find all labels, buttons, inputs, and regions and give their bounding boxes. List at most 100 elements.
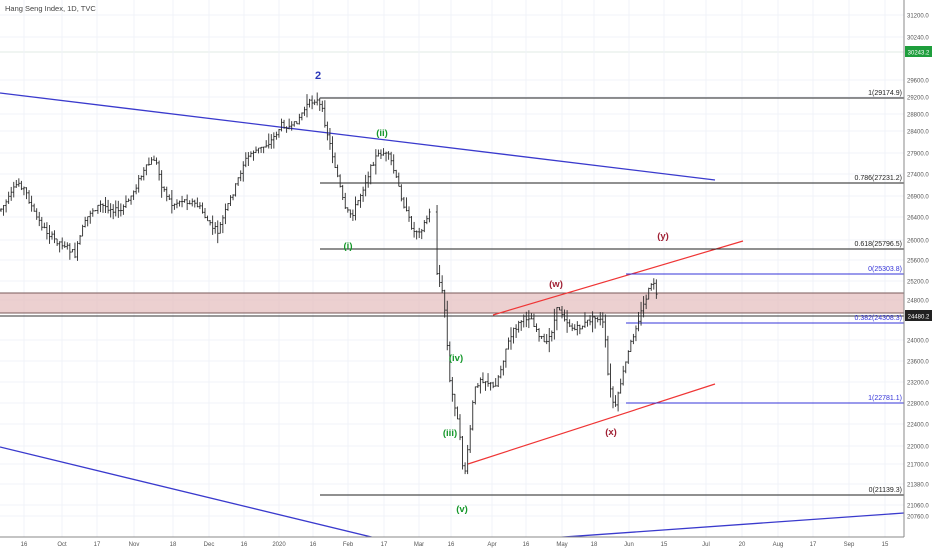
price-tick-label: 28400.0 <box>907 130 929 136</box>
ohlc-bar <box>203 208 207 219</box>
price-tag-last-text: 24480.2 <box>908 315 930 321</box>
ohlc-bar <box>389 151 393 166</box>
ohlc-bar <box>17 178 21 187</box>
ohlc-bar <box>520 320 523 331</box>
ohlc-bar <box>81 224 84 237</box>
ohlc-bar <box>359 193 362 208</box>
ohlc-bar <box>627 350 630 364</box>
ohlc-bar <box>571 323 574 332</box>
ohlc-bar <box>601 312 604 328</box>
ohlc-bar <box>593 316 597 329</box>
ohlc-bar <box>25 187 28 200</box>
ohlc-bar <box>619 378 622 394</box>
ohlc-bar <box>632 333 635 345</box>
ohlc-bar <box>316 92 319 106</box>
ohlc-bar <box>101 203 105 213</box>
ohlc-bar <box>535 323 538 333</box>
ohlc-bar <box>499 365 502 379</box>
fib-label-1: 1(29174.9) <box>868 90 902 97</box>
price-tick-label: 26900.0 <box>907 195 929 201</box>
rising-wedge-lower <box>467 383 716 465</box>
ohlc-bar <box>644 294 648 310</box>
ohlc-bar <box>234 183 237 197</box>
fib-label-blue-1: 1(22781.1) <box>868 395 902 402</box>
ohlc-bar <box>201 202 204 214</box>
ohlc-bar <box>61 237 64 250</box>
time-tick-label: 2020 <box>272 542 286 548</box>
ohlc-bar <box>68 243 72 260</box>
time-axis[interactable] <box>0 537 932 550</box>
ohlc-bar <box>83 216 87 228</box>
ohlc-bar <box>308 98 311 108</box>
price-tick-label: 27900.0 <box>907 152 929 158</box>
time-tick-label: 17 <box>94 542 101 548</box>
ohlc-bar <box>252 150 255 161</box>
ohlc-bar <box>180 195 184 208</box>
price-axis[interactable] <box>904 0 932 550</box>
ohlc-bar <box>443 289 446 318</box>
ohlc-bar <box>211 215 214 235</box>
ohlc-bar <box>73 242 77 259</box>
ohlc-bar <box>596 316 599 323</box>
ohlc-bar <box>532 313 536 328</box>
time-tick-label: 16 <box>310 542 317 548</box>
ohlc-bar <box>109 203 112 218</box>
ohlc-bar <box>384 151 388 162</box>
price-tick-label: 24800.0 <box>907 299 929 305</box>
ohlc-bar <box>221 215 225 234</box>
ohlc-bar <box>249 151 253 158</box>
ohlc-bar <box>489 382 492 391</box>
time-tick-label: Oct <box>57 542 67 548</box>
time-tick-label: 16 <box>21 542 28 548</box>
wave-label-y: (y) <box>657 231 669 242</box>
ohlc-bar <box>193 199 196 208</box>
ohlc-bar <box>89 210 92 224</box>
ohlc-bar <box>188 200 191 205</box>
time-tick-label: Jul <box>702 542 710 548</box>
resistance-zone <box>0 293 904 313</box>
ohlc-bar <box>4 199 8 213</box>
ohlc-bar <box>466 444 469 475</box>
ohlc-bar <box>650 283 653 291</box>
wave-label-i: (i) <box>344 241 353 252</box>
ohlc-bar <box>58 241 61 253</box>
ohlc-bar <box>397 172 400 187</box>
time-tick-label: 16 <box>241 542 248 548</box>
ohlc-bar <box>236 177 240 186</box>
ohlc-bar <box>270 134 273 149</box>
ohlc-bar <box>208 219 212 226</box>
price-tick-label: 26400.0 <box>907 216 929 222</box>
ohlc-bar <box>412 221 416 238</box>
ohlc-bar <box>341 184 344 201</box>
time-axis-ticks: 16 Oct 17 Nov 18 Dec 16 2020 16 Feb 17 Mar 16 Apr 16 Ma… <box>21 542 889 548</box>
time-tick-label: 17 <box>810 542 817 548</box>
ohlc-bar <box>542 333 546 343</box>
ohlc-bar <box>229 195 232 206</box>
ohlc-bar <box>629 339 633 352</box>
ohlc-bar <box>333 152 337 169</box>
ohlc-bar <box>548 328 551 353</box>
ohlc-bar <box>642 296 645 318</box>
ohlc-bar <box>198 202 202 210</box>
ohlc-bar <box>313 99 316 106</box>
ohlc-bar <box>293 121 296 127</box>
ohlc-bar <box>451 376 454 402</box>
ohlc-bar <box>484 381 487 391</box>
ohlc-bar <box>402 196 406 209</box>
price-tick-label: 22400.0 <box>907 423 929 429</box>
ohlc-bar <box>512 327 515 344</box>
time-tick-label: Jun <box>624 542 634 548</box>
ohlc-bar <box>573 324 576 331</box>
ohlc-bar <box>481 372 485 384</box>
ohlc-bar <box>86 216 89 227</box>
ohlc-bar <box>361 186 365 202</box>
price-tick-label: 27400.0 <box>907 173 929 179</box>
ohlc-bar <box>7 191 10 205</box>
ohlc-bar <box>622 365 625 386</box>
ohlc-bar <box>392 154 395 174</box>
ohlc-bar <box>191 198 194 207</box>
ohlc-bar <box>364 174 367 197</box>
wave-label-ii: (ii) <box>376 128 388 139</box>
price-tag-current-green <box>905 46 932 57</box>
